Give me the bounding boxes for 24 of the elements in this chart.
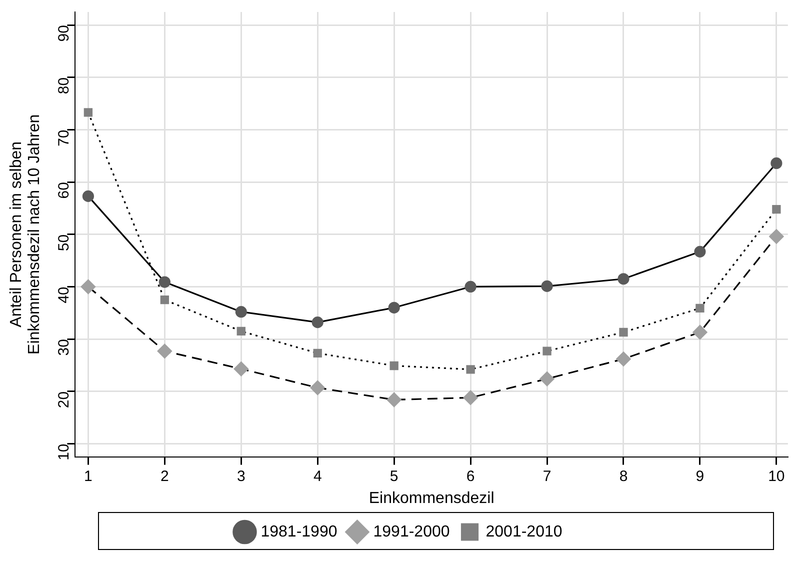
y-axis-title: Anteil Personen im selben Einkommensdezil nach 10 Jahren <box>8 114 43 354</box>
y-tick-label: 60 <box>55 182 72 199</box>
y-tick-label: 30 <box>55 339 72 356</box>
x-tick-label: 5 <box>390 468 398 485</box>
y-tick-label: 80 <box>55 77 72 94</box>
x-tick-label: 4 <box>313 468 322 485</box>
legend-label: 2001-2010 <box>486 523 562 540</box>
x-tick-label: 1 <box>84 468 92 485</box>
x-tick-label: 10 <box>768 468 785 485</box>
y-tick-label: 10 <box>55 444 72 460</box>
x-tick-label: 3 <box>236 468 246 485</box>
y-tick-label: 40 <box>55 286 72 304</box>
y-tick-label: 70 <box>55 130 72 146</box>
y-tick-label: 90 <box>55 25 72 42</box>
x-tick-label: 2 <box>160 468 169 485</box>
x-tick-label: 6 <box>466 468 475 485</box>
x-tick-label: 8 <box>619 468 628 485</box>
legend-label: 1991-2000 <box>373 523 450 540</box>
x-axis-title: Einkommensdezil <box>368 490 494 507</box>
x-tick-label: 7 <box>542 468 552 485</box>
y-tick-label: 50 <box>55 234 72 252</box>
y-tick-label: 20 <box>55 391 72 408</box>
legend-label: 1981-1990 <box>260 523 338 540</box>
x-tick-label: 9 <box>696 468 704 485</box>
